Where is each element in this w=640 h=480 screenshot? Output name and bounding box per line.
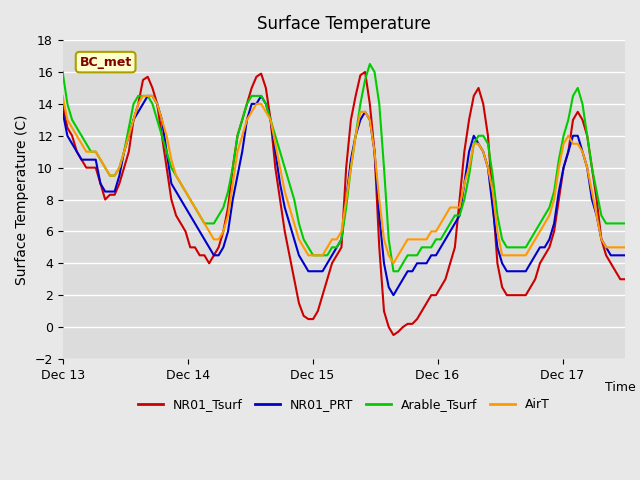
NR01_PRT — [215, 252, 223, 258]
Arable_Tsurf — [376, 101, 383, 107]
NR01_Tsurf — [456, 197, 463, 203]
NR01_PRT — [182, 204, 189, 210]
AirT — [210, 237, 218, 242]
Arable_Tsurf — [513, 244, 520, 250]
NR01_Tsurf — [361, 69, 369, 75]
NR01_Tsurf — [612, 268, 620, 274]
AirT — [177, 180, 184, 186]
NR01_Tsurf — [390, 332, 397, 338]
NR01_PRT — [390, 292, 397, 298]
Y-axis label: Surface Temperature (C): Surface Temperature (C) — [15, 114, 29, 285]
Line: Arable_Tsurf: Arable_Tsurf — [63, 64, 625, 271]
NR01_PRT — [513, 268, 520, 274]
AirT — [371, 149, 378, 155]
Legend: NR01_Tsurf, NR01_PRT, Arable_Tsurf, AirT: NR01_Tsurf, NR01_PRT, Arable_Tsurf, AirT — [133, 394, 555, 417]
NR01_Tsurf — [177, 220, 184, 226]
NR01_PRT — [621, 252, 629, 258]
AirT — [451, 204, 459, 210]
NR01_PRT — [59, 109, 67, 115]
X-axis label: Time: Time — [605, 381, 636, 394]
NR01_Tsurf — [513, 292, 520, 298]
NR01_PRT — [612, 252, 620, 258]
Arable_Tsurf — [210, 220, 218, 226]
Arable_Tsurf — [612, 220, 620, 226]
Line: AirT: AirT — [63, 96, 625, 264]
AirT — [390, 261, 397, 266]
NR01_PRT — [456, 213, 463, 218]
Arable_Tsurf — [621, 220, 629, 226]
Title: Surface Temperature: Surface Temperature — [257, 15, 431, 33]
Arable_Tsurf — [177, 180, 184, 186]
NR01_Tsurf — [59, 101, 67, 107]
NR01_PRT — [144, 93, 152, 99]
Arable_Tsurf — [366, 61, 374, 67]
Arable_Tsurf — [456, 213, 463, 218]
Text: BC_met: BC_met — [79, 56, 132, 69]
Line: NR01_Tsurf: NR01_Tsurf — [63, 72, 625, 335]
Arable_Tsurf — [390, 268, 397, 274]
AirT — [607, 244, 614, 250]
Line: NR01_PRT: NR01_PRT — [63, 96, 625, 295]
AirT — [621, 244, 629, 250]
AirT — [59, 93, 67, 99]
NR01_Tsurf — [376, 244, 383, 250]
NR01_PRT — [376, 213, 383, 218]
NR01_Tsurf — [621, 276, 629, 282]
AirT — [508, 252, 515, 258]
NR01_Tsurf — [210, 252, 218, 258]
Arable_Tsurf — [59, 69, 67, 75]
